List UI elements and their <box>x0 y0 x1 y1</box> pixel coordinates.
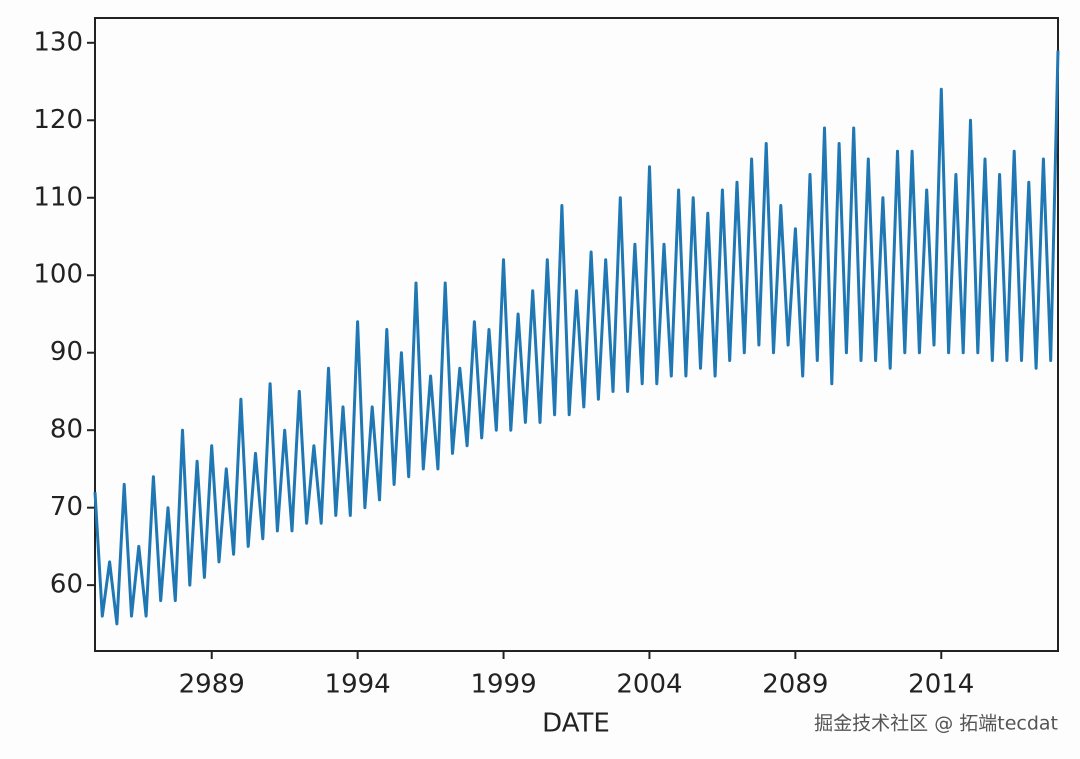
y-tick-label: 90 <box>50 337 83 367</box>
x-tick-label: 2004 <box>616 670 682 700</box>
y-tick-label: 60 <box>50 570 83 600</box>
y-tick-label: 100 <box>33 260 83 290</box>
x-tick-label: 2089 <box>762 670 828 700</box>
y-tick-label: 120 <box>33 105 83 135</box>
watermark: 掘金技术社区 @ 拓端tecdat <box>814 713 1058 735</box>
y-tick-label: 80 <box>50 415 83 445</box>
y-tick-label: 110 <box>33 182 83 212</box>
x-tick-label: 1999 <box>470 670 536 700</box>
y-tick-label: 130 <box>33 27 83 57</box>
y-tick-label: 70 <box>50 492 83 522</box>
data-line <box>93 50 1060 626</box>
x-tick-label: 2014 <box>908 670 974 700</box>
plot-frame <box>94 17 1059 652</box>
x-tick-label: 2989 <box>179 670 245 700</box>
x-axis-label: DATE <box>542 709 610 739</box>
x-tick-label: 1994 <box>325 670 391 700</box>
